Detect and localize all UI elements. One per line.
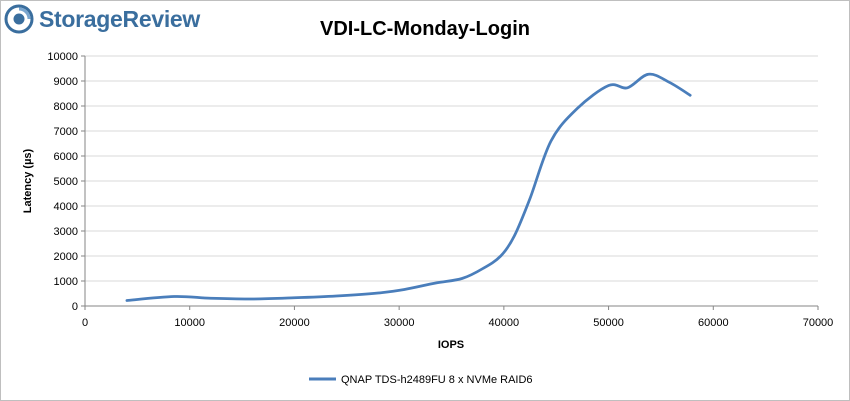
- x-tick-label: 0: [82, 317, 88, 329]
- brand-logo: StorageReview: [4, 4, 200, 34]
- chart-title: VDI-LC-Monday-Login: [320, 18, 530, 40]
- y-axis-label: Latency (µs): [22, 148, 34, 213]
- x-axis-label: IOPS: [438, 339, 464, 351]
- y-tick-label: 8000: [54, 101, 78, 113]
- series-line-0: [125, 72, 692, 302]
- y-tick-label: 2000: [54, 251, 78, 263]
- storagereview-logo-icon: [4, 4, 34, 34]
- x-tick-label: 10000: [174, 317, 205, 329]
- x-tick-label: 40000: [489, 317, 520, 329]
- y-tick-label: 10000: [47, 51, 78, 63]
- y-tick-label: 9000: [54, 76, 78, 88]
- grid-layer: [85, 55, 818, 282]
- y-tick-label: 5000: [54, 176, 78, 188]
- x-tick-label: 30000: [384, 317, 415, 329]
- x-tick-label: 20000: [279, 317, 310, 329]
- x-tick-label: 50000: [593, 317, 624, 329]
- x-tick-label: 60000: [698, 317, 729, 329]
- y-tick-label: 7000: [54, 126, 78, 138]
- brand-name: StorageReview: [39, 5, 200, 32]
- legend-label: QNAP TDS-h2489FU 8 x NVMe RAID6: [341, 374, 533, 386]
- y-tick-label: 1000: [54, 276, 78, 288]
- series-layer: [125, 72, 692, 302]
- axis-layer: 0 1000 2000 3000 4000 5000 6000 7000 8000 9000 100…: [47, 51, 833, 329]
- y-tick-label: 0: [72, 301, 78, 313]
- y-tick-label: 6000: [54, 151, 78, 163]
- y-tick-label: 4000: [54, 201, 78, 213]
- y-tick-label: 3000: [54, 226, 78, 238]
- legend: QNAP TDS-h2489FU 8 x NVMe RAID6: [309, 374, 533, 386]
- x-tick-label: 70000: [803, 317, 834, 329]
